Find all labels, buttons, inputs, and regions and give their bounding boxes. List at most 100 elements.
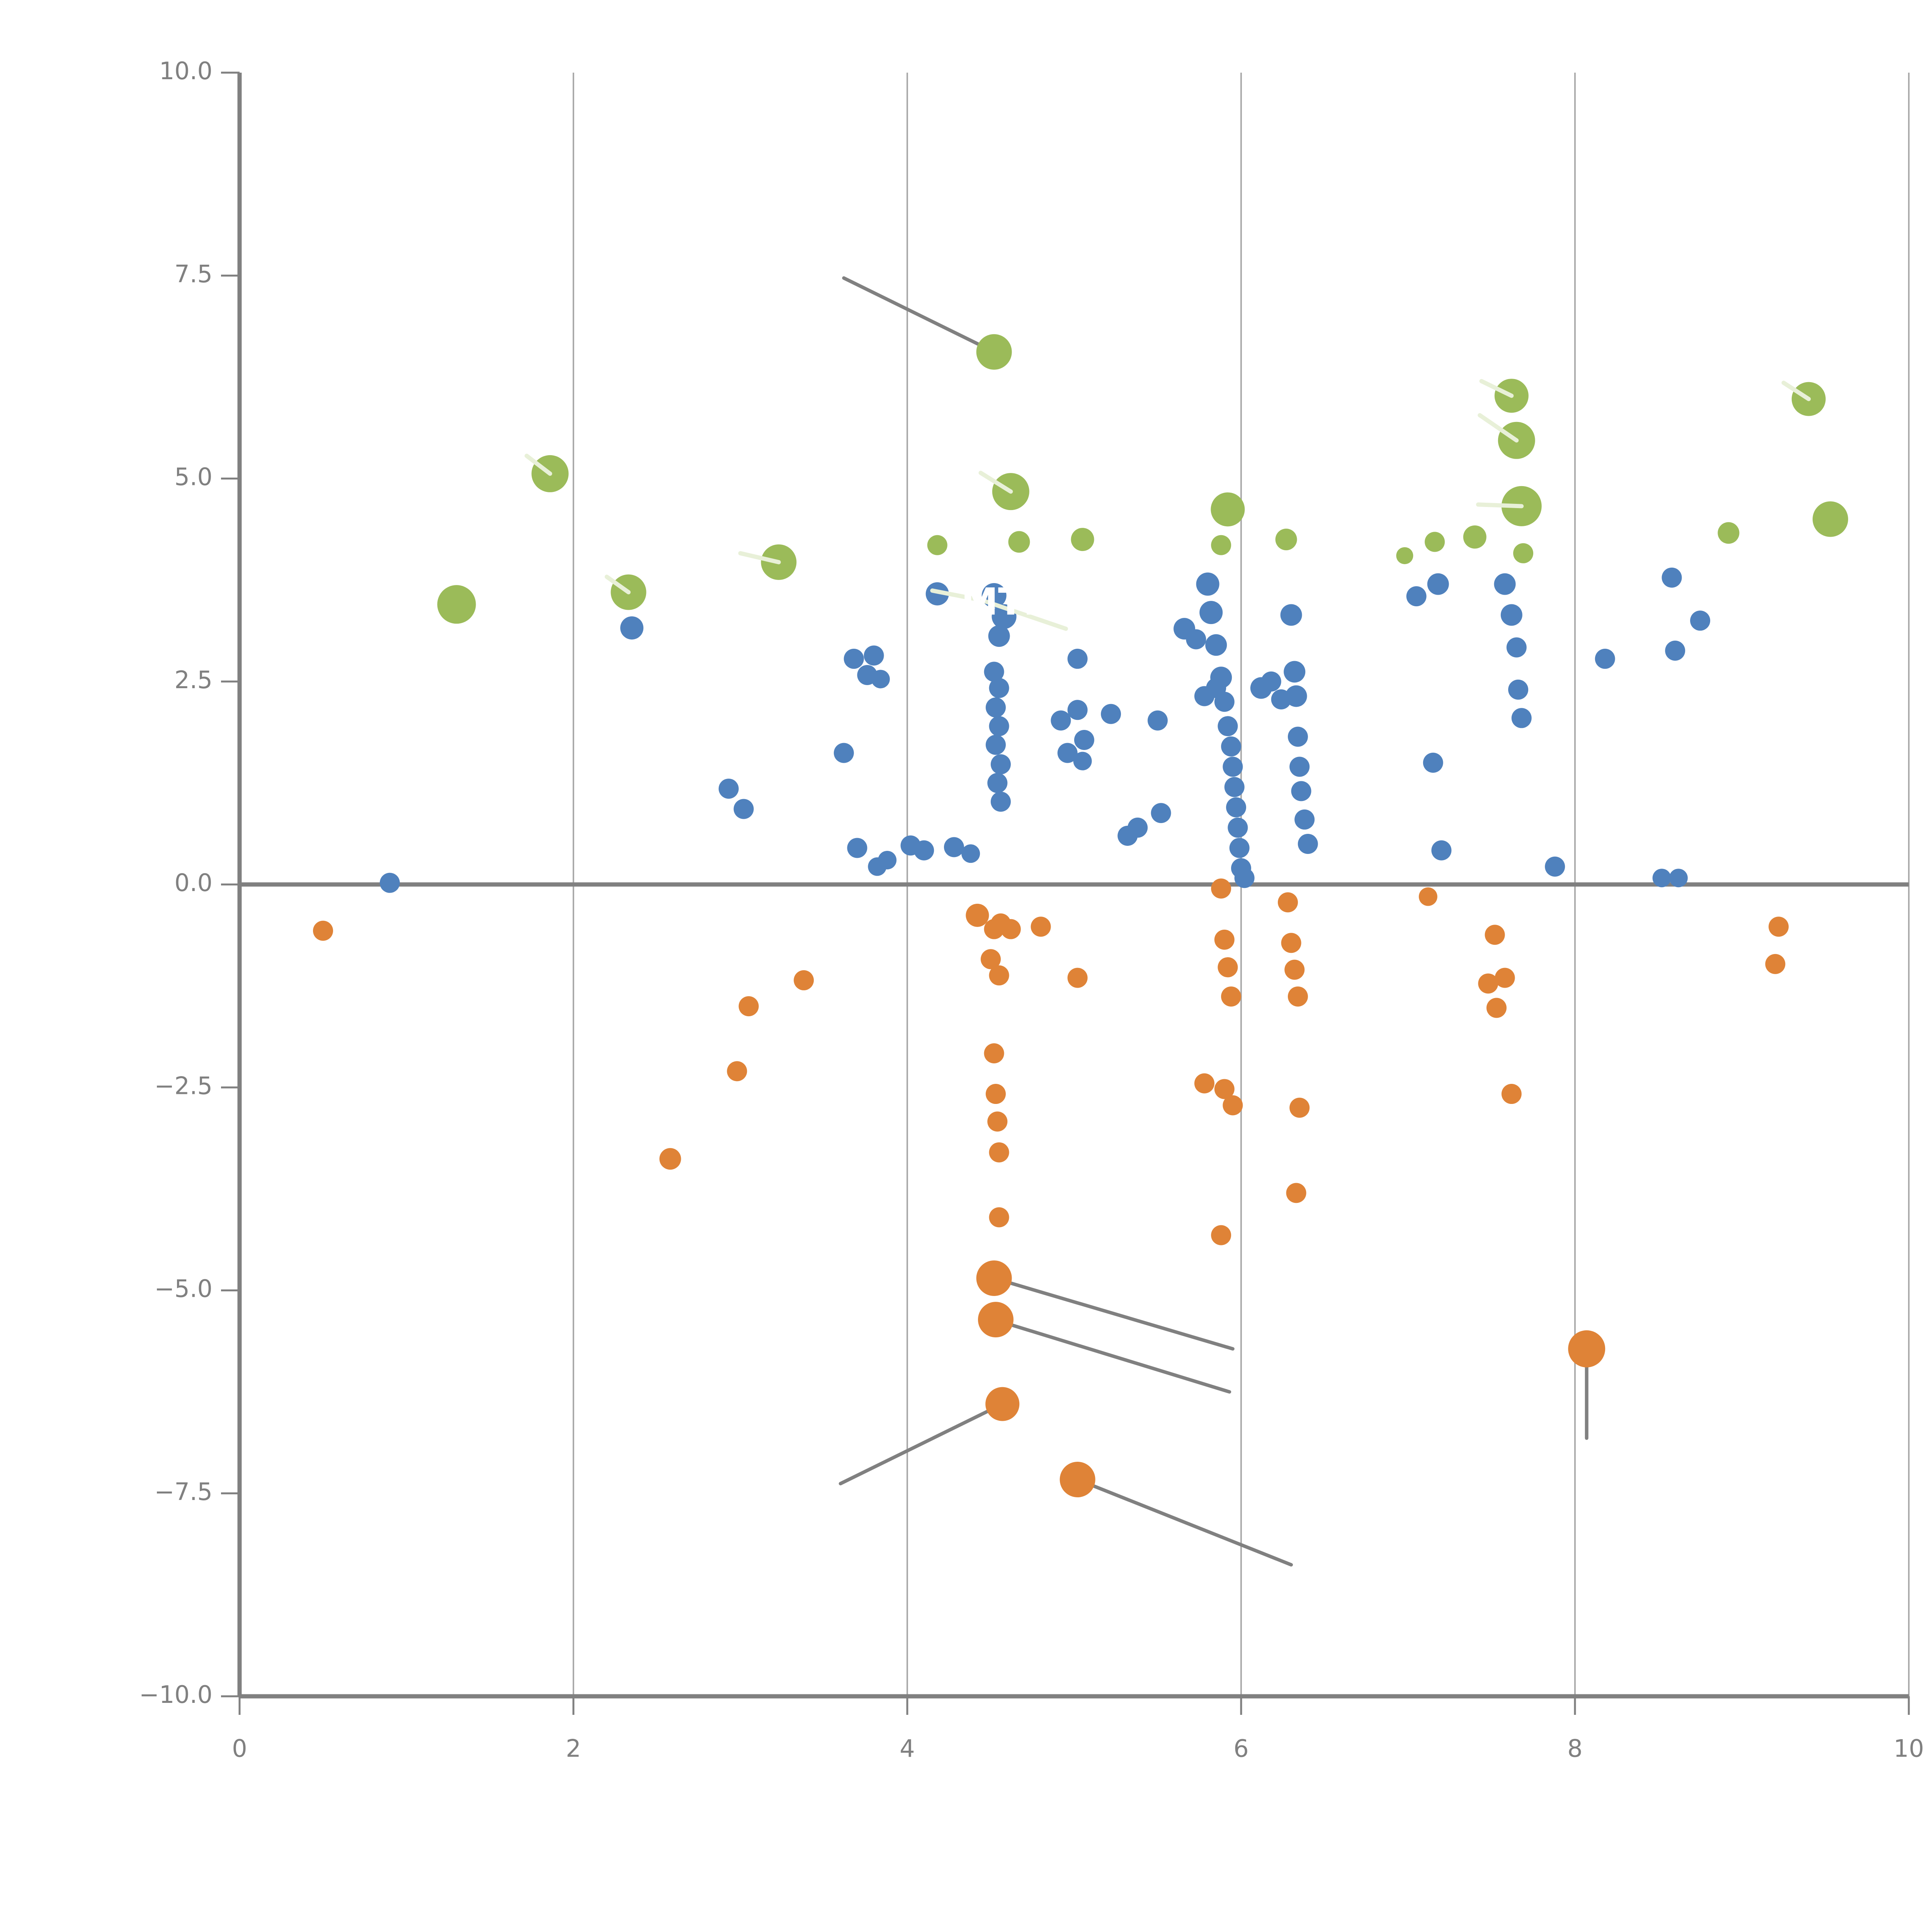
data-point[interactable] [1218,716,1238,736]
data-point[interactable] [1224,777,1245,797]
data-point[interactable] [1101,704,1121,724]
data-point[interactable] [878,850,897,869]
data-point[interactable] [961,844,980,863]
data-point[interactable] [1223,1095,1243,1116]
data-point[interactable] [1151,803,1171,823]
data-point[interactable] [984,1043,1004,1064]
data-point[interactable] [1234,868,1255,888]
data-point[interactable] [1060,1462,1095,1498]
data-point[interactable] [1495,968,1515,988]
data-point[interactable] [794,970,814,990]
data-point[interactable] [313,920,333,941]
data-point[interactable] [833,743,854,763]
data-point[interactable] [1463,525,1486,549]
data-point[interactable] [1418,887,1437,906]
data-point[interactable] [1211,878,1231,899]
data-point[interactable] [1261,671,1281,692]
data-point[interactable] [1812,501,1848,537]
data-point[interactable] [984,662,1004,682]
data-point[interactable] [1287,986,1308,1007]
data-point[interactable] [987,773,1008,793]
data-point[interactable] [925,582,949,605]
data-point[interactable] [738,996,759,1017]
data-point[interactable] [437,585,476,624]
data-point[interactable] [1718,522,1740,544]
data-point[interactable] [1194,1073,1214,1094]
data-point[interactable] [847,838,867,858]
data-point[interactable] [844,648,864,669]
data-point[interactable] [1196,572,1219,596]
data-point[interactable] [988,625,1010,647]
data-point[interactable] [927,535,947,555]
data-point[interactable] [1478,973,1498,994]
data-point[interactable] [1214,1079,1235,1099]
data-point[interactable] [1057,743,1078,763]
data-point[interactable] [989,1142,1009,1163]
data-point[interactable] [1008,531,1030,553]
data-point[interactable] [1294,809,1315,830]
data-point[interactable] [1067,968,1088,988]
data-point[interactable] [990,791,1011,812]
data-point[interactable] [1226,797,1247,818]
data-point[interactable] [1425,532,1445,552]
data-point[interactable] [1511,708,1532,728]
data-point[interactable] [976,1260,1012,1296]
data-point[interactable] [1211,492,1245,527]
data-point[interactable] [1298,833,1318,854]
data-point[interactable] [1431,840,1452,861]
data-point[interactable] [989,1207,1009,1228]
data-point[interactable] [1228,817,1248,838]
data-point[interactable] [990,754,1011,775]
data-point[interactable] [1199,601,1223,624]
data-point[interactable] [1500,604,1522,626]
data-point[interactable] [1277,892,1298,913]
data-point[interactable] [1406,586,1427,607]
data-point[interactable] [1148,710,1168,731]
data-point[interactable] [1067,648,1088,669]
data-point[interactable] [1289,1097,1310,1118]
data-point[interactable] [1223,757,1243,777]
data-point[interactable] [1186,629,1206,650]
data-point[interactable] [1287,726,1308,747]
data-point[interactable] [914,840,934,861]
data-point[interactable] [1280,604,1302,626]
data-point[interactable] [1284,661,1306,683]
data-point[interactable] [1769,917,1789,937]
data-point[interactable] [1210,667,1232,689]
data-point[interactable] [1128,817,1148,838]
data-point[interactable] [1218,957,1238,978]
data-point[interactable] [1214,929,1235,950]
data-point[interactable] [379,872,400,893]
data-point[interactable] [1291,781,1311,801]
data-point[interactable] [1281,933,1301,953]
data-point[interactable] [1284,959,1305,980]
data-point[interactable] [1221,986,1242,1007]
data-point[interactable] [1485,925,1505,945]
data-point[interactable] [620,616,644,640]
data-point[interactable] [1396,547,1413,565]
data-point[interactable] [1486,998,1507,1018]
data-point[interactable] [1508,679,1529,700]
data-point[interactable] [864,645,884,666]
data-point[interactable] [1665,640,1685,661]
data-point[interactable] [1229,838,1250,858]
data-point[interactable] [1000,919,1021,939]
data-point[interactable] [989,678,1009,698]
data-point[interactable] [1051,710,1071,731]
data-point[interactable] [1285,685,1307,707]
data-point[interactable] [727,1061,747,1082]
data-point[interactable] [1286,1183,1306,1203]
data-point[interactable] [1221,736,1242,757]
data-point[interactable] [1205,634,1227,656]
data-point[interactable] [1067,700,1088,720]
data-point[interactable] [985,1084,1006,1104]
data-point[interactable] [1765,954,1786,974]
data-point[interactable] [1669,869,1688,888]
data-point[interactable] [985,735,1006,755]
data-point[interactable] [978,1302,1014,1338]
data-point[interactable] [1031,917,1051,937]
data-point[interactable] [1506,637,1527,658]
data-point[interactable] [1501,1084,1522,1104]
data-point[interactable] [989,965,1009,986]
data-point[interactable] [987,1111,1008,1132]
